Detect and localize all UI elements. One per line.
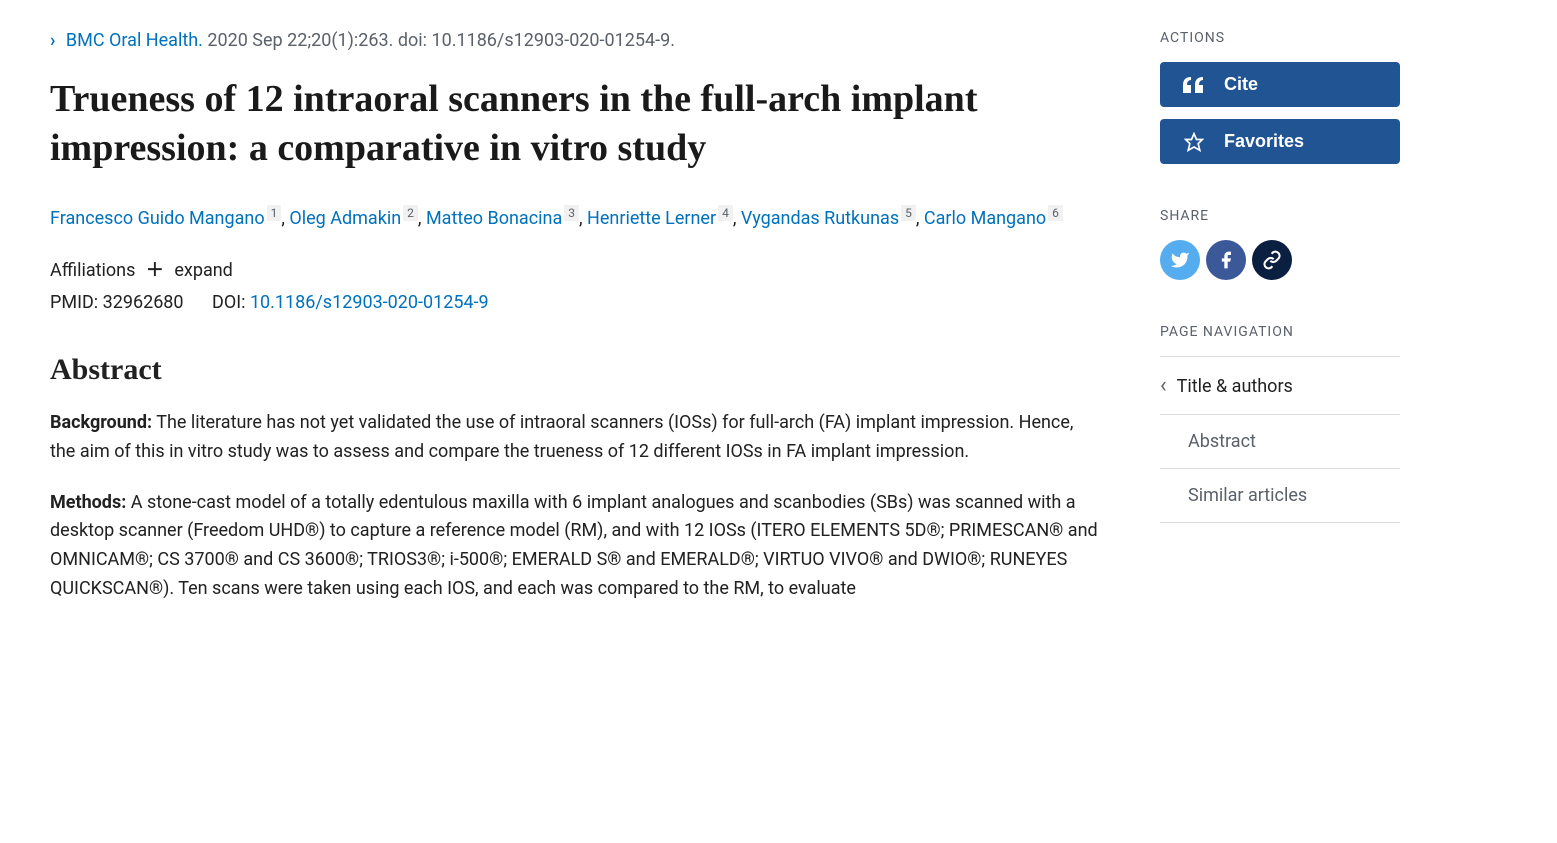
affil-marker[interactable]: 3 (564, 205, 579, 221)
journal-link[interactable]: BMC Oral Health. (66, 30, 203, 51)
affil-marker[interactable]: 2 (403, 205, 418, 221)
page-nav-list: Title & authors Abstract Similar article… (1160, 356, 1400, 523)
author-link[interactable]: Matteo Bonacina (426, 208, 562, 229)
affil-marker[interactable]: 4 (718, 205, 733, 221)
identifiers-row: PMID: 32962680 DOI: 10.1186/s12903-020-0… (50, 292, 1100, 313)
doi-link[interactable]: 10.1186/s12903-020-01254-9 (250, 292, 489, 313)
favorites-label: Favorites (1224, 131, 1304, 152)
pmid-label: PMID: (50, 292, 98, 313)
permalink-share[interactable] (1252, 240, 1292, 280)
affiliations-label: Affiliations (50, 260, 135, 281)
cite-label: Cite (1224, 74, 1258, 95)
nav-title-authors[interactable]: Title & authors (1160, 357, 1400, 415)
share-heading: SHARE (1160, 208, 1400, 224)
nav-abstract[interactable]: Abstract (1160, 415, 1400, 469)
expand-button[interactable]: expand (174, 260, 232, 281)
actions-heading: ACTIONS (1160, 30, 1400, 46)
quote-icon (1180, 77, 1208, 93)
twitter-share[interactable] (1160, 240, 1200, 280)
plus-icon[interactable]: ＋ (146, 260, 164, 281)
author-link[interactable]: Vygandas Rutkunas (741, 208, 899, 229)
cite-button[interactable]: Cite (1160, 62, 1400, 107)
doi-text: doi: 10.1186/s12903-020-01254-9. (398, 30, 675, 51)
citation-text: 2020 Sep 22;20(1):263. (207, 30, 393, 51)
abstract-methods: Methods: A stone-cast model of a totally… (50, 489, 1100, 604)
page-title: Trueness of 12 intraoral scanners in the… (50, 75, 1100, 174)
doi-label: DOI: (212, 292, 245, 313)
breadcrumb: › BMC Oral Health. 2020 Sep 22;20(1):263… (50, 30, 1100, 51)
author-link[interactable]: Francesco Guido Mangano (50, 208, 265, 229)
favorites-button[interactable]: Favorites (1160, 119, 1400, 164)
nav-similar-articles[interactable]: Similar articles (1160, 469, 1400, 523)
page-nav-heading: PAGE NAVIGATION (1160, 324, 1400, 340)
methods-label: Methods: (50, 492, 126, 513)
affil-marker[interactable]: 5 (901, 205, 916, 221)
affiliations-row: Affiliations ＋ expand (50, 256, 1100, 282)
methods-text: A stone-cast model of a totally edentulo… (50, 492, 1098, 599)
author-link[interactable]: Oleg Admakin (289, 208, 401, 229)
author-link[interactable]: Carlo Mangano (924, 208, 1046, 229)
background-label: Background: (50, 412, 152, 433)
author-link[interactable]: Henriette Lerner (587, 208, 716, 229)
affil-marker[interactable]: 1 (267, 205, 282, 221)
facebook-share[interactable] (1206, 240, 1246, 280)
breadcrumb-chevron-icon: › (50, 30, 55, 51)
abstract-background: Background: The literature has not yet v… (50, 409, 1100, 467)
affil-marker[interactable]: 6 (1048, 205, 1063, 221)
background-text: The literature has not yet validated the… (50, 412, 1073, 462)
star-icon (1180, 132, 1208, 152)
authors-list: Francesco Guido Mangano1, Oleg Admakin2,… (50, 202, 1100, 236)
pmid-value: 32962680 (103, 292, 184, 313)
abstract-heading: Abstract (50, 353, 1100, 387)
